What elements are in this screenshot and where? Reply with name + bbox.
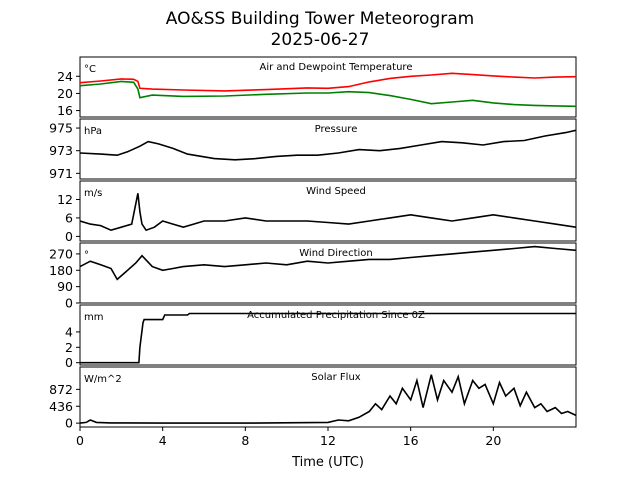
x-tick-label: 16 <box>403 433 419 448</box>
x-tick-label: 4 <box>159 433 167 448</box>
series-line-2 <box>80 80 576 108</box>
panel-title: Accumulated Precipitation Since 0Z <box>247 310 425 321</box>
figure-date: 2025-06-27 <box>271 30 370 50</box>
panel-6: 0 436 872 Solar Flux W/m^2 <box>49 366 577 431</box>
panel-frame <box>79 180 577 242</box>
panel-5: 024 Accumulated Precipitation Since 0Z mm <box>65 304 577 370</box>
y-tick-label: 12 <box>57 192 73 207</box>
panel-frame <box>79 118 577 180</box>
panel-unit-label: W/m^2 <box>84 374 122 385</box>
panel-title: Wind Speed <box>306 186 366 197</box>
y-tick-label: 975 <box>49 121 73 136</box>
panel-unit-label: m/s <box>84 188 102 199</box>
y-tick-label: 971 <box>49 166 73 181</box>
x-tick-label: 0 <box>76 433 84 448</box>
y-tick-label: 90 <box>57 279 73 294</box>
y-tick-label: 0 <box>65 296 73 311</box>
series-line-1 <box>80 129 576 161</box>
panel-title: Pressure <box>315 124 358 135</box>
y-tick-label: 24 <box>57 69 73 84</box>
y-tick-label: 436 <box>49 399 73 414</box>
panel-title: Wind Direction <box>299 248 373 259</box>
panel-title: Air and Dewpoint Temperature <box>260 62 413 73</box>
y-tick-label: 973 <box>49 143 73 158</box>
panel-unit-label: mm <box>84 312 103 323</box>
series-line-1 <box>80 312 576 364</box>
y-tick-label: 20 <box>57 86 73 101</box>
panel-unit-label: °C <box>84 64 96 75</box>
panel-unit-label: hPa <box>84 126 102 137</box>
x-tick-label: 8 <box>241 433 249 448</box>
y-tick-label: 872 <box>49 382 73 397</box>
panel-1: 16 20 24 Air and Dewpoint Temperature °C <box>57 56 577 118</box>
panel-frame <box>79 304 577 366</box>
x-axis-label: Time (UTC) <box>291 455 364 470</box>
panel-2: 971 973 975 Pressure hPa <box>49 118 577 181</box>
y-tick-label: 0 <box>65 229 73 244</box>
figure-title: AO&SS Building Tower Meteorogram <box>166 9 474 29</box>
y-tick-label: 180 <box>49 263 73 278</box>
x-tick-label: 12 <box>320 433 336 448</box>
y-tick-label: 270 <box>49 246 73 261</box>
series-line-1 <box>80 374 576 424</box>
y-tick-label: 16 <box>57 103 73 118</box>
y-tick-label: 4 <box>65 324 73 339</box>
panel-3: 0 6 12 Wind Speed m/s <box>57 180 577 244</box>
series-line-1 <box>80 193 576 232</box>
panel-title: Solar Flux <box>311 372 361 383</box>
y-tick-label: 0 <box>65 355 73 370</box>
series-line-1 <box>80 245 576 281</box>
y-tick-label: 2 <box>65 340 73 355</box>
panel-frame <box>79 242 577 304</box>
y-tick-label: 0 <box>65 416 73 431</box>
y-tick-label: 6 <box>65 210 73 225</box>
panel-unit-label: ° <box>84 250 89 261</box>
x-tick-label: 20 <box>485 433 501 448</box>
panel-frame <box>79 56 577 118</box>
series-line-1 <box>80 72 576 92</box>
